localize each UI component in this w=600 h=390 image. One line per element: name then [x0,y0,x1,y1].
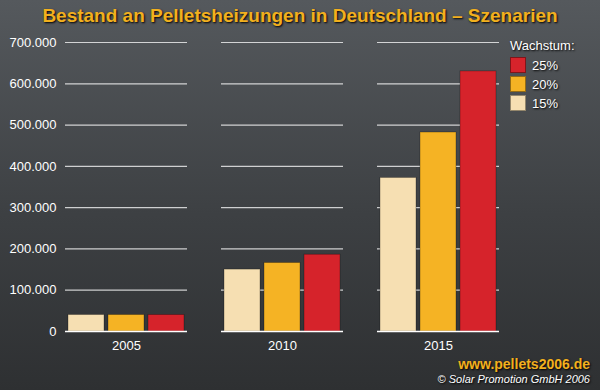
svg-text:0: 0 [49,324,56,339]
html-text:20%: 20% [532,76,558,92]
svg-text:100.000: 100.000 [10,282,57,297]
svg-text:200.000: 200.000 [10,241,57,256]
html-text:25%: 25% [532,57,558,73]
html-text:www.pellets2006.de: www.pellets2006.de [458,356,590,372]
html-text:© Solar Promotion GmbH 2006: © Solar Promotion GmbH 2006 [437,373,590,385]
svg-text:2005: 2005 [112,338,141,353]
svg-text:2010: 2010 [268,338,297,353]
svg-text:500.000: 500.000 [10,117,57,132]
svg-text:2015: 2015 [424,338,453,353]
svg-text:300.000: 300.000 [10,200,57,215]
svg-text:600.000: 600.000 [10,76,57,91]
svg-text:400.000: 400.000 [10,159,57,174]
html-text:15%: 15% [532,95,558,111]
html-text:Wachstum:: Wachstum: [510,38,575,53]
html-text:Bestand an Pelletsheizungen in: Bestand an Pelletsheizungen in Deutschla… [42,5,558,26]
svg-text:700.000: 700.000 [10,35,57,50]
